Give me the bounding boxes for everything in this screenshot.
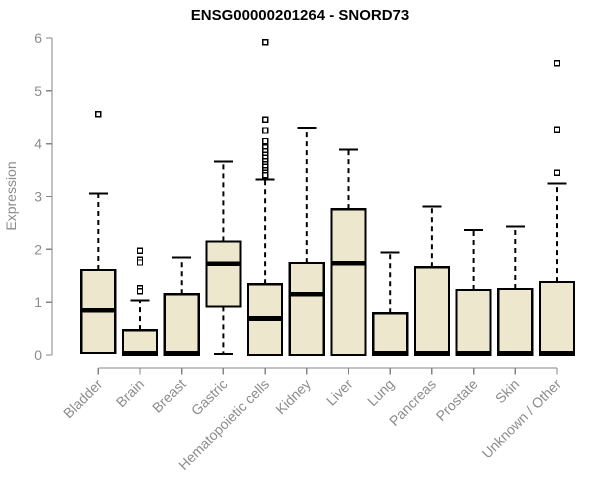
box-prostate [455, 288, 492, 357]
outlier-point [136, 259, 144, 266]
box-pancreas [413, 266, 450, 357]
x-tick-label: Prostate [433, 376, 481, 424]
y-tick-label: 5 [34, 83, 42, 99]
outlier-point [261, 137, 269, 145]
box-gastric [205, 240, 242, 308]
x-tick-label: Brain [113, 376, 147, 410]
y-tick-label: 6 [34, 30, 42, 46]
x-tick-label: Skin [492, 376, 523, 407]
x-tick-label: Bladder [60, 376, 106, 422]
x-tick-label: Breast [149, 376, 189, 416]
box-kidney [288, 261, 325, 357]
box-unknown-other [538, 280, 576, 357]
outlier-point [553, 126, 561, 134]
outlier-point [95, 110, 102, 118]
outlier-point [553, 169, 561, 176]
outlier-point [136, 247, 144, 255]
outlier-point [261, 172, 269, 179]
box-liver [330, 208, 367, 357]
x-tick-label: Kidney [272, 376, 314, 418]
y-tick-label: 4 [34, 136, 42, 152]
box-breast [163, 293, 200, 357]
y-tick-label: 2 [34, 241, 42, 257]
outlier-point [261, 116, 269, 124]
outlier-point [261, 127, 269, 134]
x-tick-label: Unknown / Other [479, 376, 565, 462]
outlier-point [553, 60, 561, 67]
y-tick-label: 3 [34, 189, 42, 205]
y-tick-label: 1 [34, 294, 42, 310]
box-lung [372, 312, 409, 357]
x-tick-label: Liver [323, 376, 356, 409]
y-tick-label: 0 [34, 347, 42, 363]
outlier-point [261, 39, 269, 46]
y-axis-label: Expression [3, 161, 19, 230]
outlier-point [136, 287, 144, 295]
x-tick-label: Lung [364, 376, 397, 409]
box-skin [497, 287, 534, 357]
chart-title: ENSG00000201264 - SNORD73 [191, 7, 409, 24]
